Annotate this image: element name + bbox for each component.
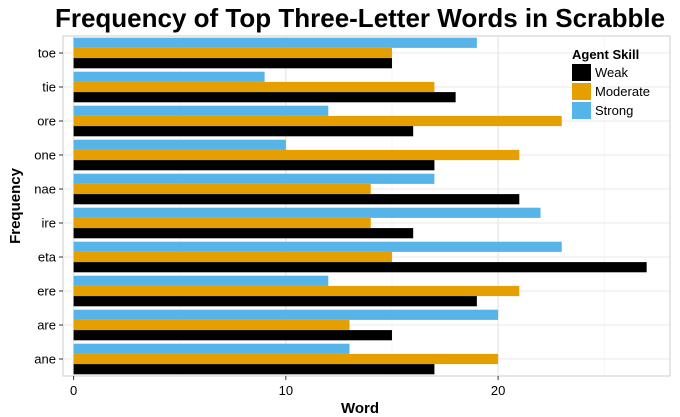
bar-nae-strong	[73, 173, 435, 184]
x-tick-label-10: 10	[279, 383, 293, 398]
bar-tie-weak	[73, 92, 456, 103]
bar-ire-strong	[73, 207, 541, 218]
legend-label-weak: Weak	[595, 65, 628, 80]
y-tick-label-nae: nae	[34, 182, 56, 197]
y-tick-label-ere: ere	[37, 284, 56, 299]
y-axis-title: Frequency	[7, 167, 24, 244]
x-axis-title: Word	[341, 400, 379, 417]
x-axis-ticks: 0 10 20	[70, 376, 505, 398]
bar-eta-weak	[73, 262, 647, 273]
x-tick-label-0: 0	[70, 383, 77, 398]
bar-one-strong	[73, 139, 286, 150]
y-tick-label-ire: ire	[42, 216, 56, 231]
bar-toe-weak	[73, 58, 392, 69]
y-tick-label-toe: toe	[38, 46, 56, 61]
bar-ere-strong	[73, 275, 329, 286]
y-tick-label-one: one	[34, 148, 56, 163]
bar-are-strong	[73, 309, 499, 320]
legend: Agent Skill Weak Moderate Strong	[572, 47, 650, 119]
bar-ire-weak	[73, 228, 414, 239]
legend-swatch-strong	[572, 102, 591, 119]
x-tick-label-20: 20	[491, 383, 505, 398]
chart-title: Frequency of Top Three-Letter Words in S…	[55, 3, 665, 33]
bar-ere-moderate	[73, 285, 520, 297]
bar-ane-weak	[73, 364, 435, 375]
bar-are-moderate	[73, 319, 350, 331]
y-tick-label-eta: eta	[38, 250, 57, 265]
legend-label-moderate: Moderate	[595, 84, 650, 99]
bar-ore-moderate	[73, 115, 562, 127]
bar-eta-moderate	[73, 251, 392, 263]
bar-ere-weak	[73, 296, 477, 307]
y-tick-label-ore: ore	[37, 114, 56, 129]
bar-one-moderate	[73, 149, 520, 161]
legend-swatch-moderate	[572, 83, 591, 100]
bar-toe-moderate	[73, 47, 392, 59]
bar-nae-weak	[73, 194, 520, 205]
bar-ire-moderate	[73, 217, 371, 229]
y-tick-label-ane: ane	[34, 352, 56, 367]
bar-eta-strong	[73, 241, 562, 252]
legend-swatch-weak	[572, 64, 591, 81]
bar-ane-moderate	[73, 353, 499, 365]
legend-title: Agent Skill	[572, 47, 639, 62]
bar-ore-strong	[73, 105, 329, 116]
y-tick-label-are: are	[37, 318, 56, 333]
bars	[73, 37, 647, 375]
y-tick-label-tie: tie	[42, 80, 56, 95]
bar-are-weak	[73, 330, 392, 341]
bar-one-weak	[73, 160, 435, 171]
y-axis-ticks: toe tie ore one nae ire eta ere are ane	[34, 46, 63, 367]
legend-label-strong: Strong	[595, 103, 633, 118]
bar-nae-moderate	[73, 183, 371, 195]
bar-tie-moderate	[73, 81, 435, 93]
bar-ane-strong	[73, 343, 350, 354]
bar-tie-strong	[73, 71, 265, 82]
bar-ore-weak	[73, 126, 414, 137]
bar-toe-strong	[73, 37, 477, 48]
